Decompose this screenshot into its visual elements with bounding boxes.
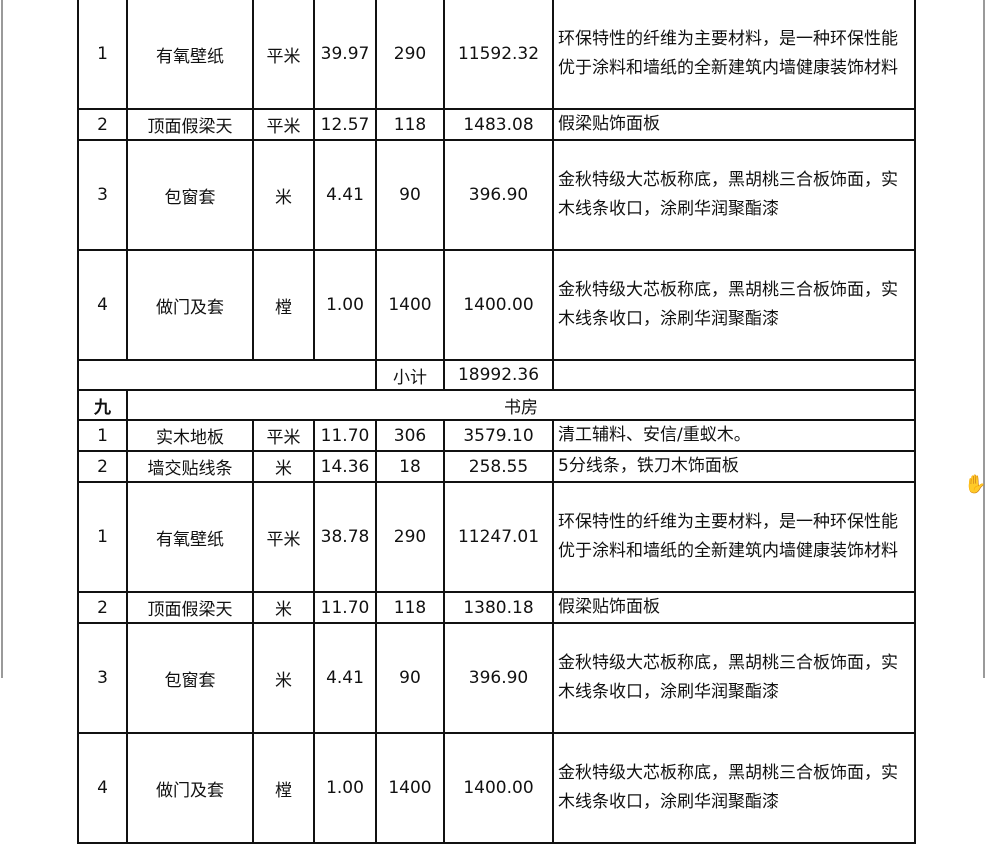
subtotal-row: 小计 18992.36 [77, 359, 916, 391]
cell-desc: 假梁贴饰面板 [552, 591, 916, 624]
cell-total: 396.90 [443, 622, 554, 734]
cell-no: 2 [77, 108, 128, 141]
subtotal-label: 小计 [375, 359, 445, 391]
cell-total: 1380.18 [443, 591, 554, 624]
cell-unit: 米 [252, 591, 315, 624]
cell-no: 2 [77, 450, 128, 483]
table-row: 3 包窗套米 4.41 90 396.90 金秋特级大芯板称底，黑胡桃三合板饰面，实木线条… [77, 139, 916, 251]
cell-no: 2 [77, 591, 128, 624]
cell-name: 做门及套 [126, 249, 254, 361]
cell-name: 有氧壁纸 [126, 481, 254, 593]
cell-price: 118 [375, 108, 445, 141]
cell-no: 3 [77, 622, 128, 734]
subtotal-value: 18992.36 [443, 359, 554, 391]
cell-desc: 金秋特级大芯板称底，黑胡桃三合板饰面，实木线条收口，涂刷华润聚酯漆 [552, 622, 916, 734]
cell-name: 顶面假梁天 [126, 591, 254, 624]
cell-qty: 14.36 [313, 450, 377, 483]
cell-name: 顶面假梁天 [126, 108, 254, 141]
page-right-edge [983, 0, 985, 678]
table-row: 2 顶面假梁天米 11.70 118 1380.18 假梁贴饰面板 [77, 591, 916, 624]
cell-price: 290 [375, 481, 445, 593]
subtotal-desc [552, 359, 916, 391]
cell-desc: 环保特性的纤维为主要材料，是一种环保性能优于涂料和墙纸的全新建筑内墙健康装饰材料 [552, 481, 916, 593]
cell-name: 包窗套 [126, 139, 254, 251]
cell-desc: 金秋特级大芯板称底，黑胡桃三合板饰面，实木线条收口，涂刷华润聚酯漆 [552, 249, 916, 361]
cell-price: 1400 [375, 732, 445, 844]
cell-name: 做门及套 [126, 732, 254, 844]
cell-name: 包窗套 [126, 622, 254, 734]
table-row: 1 实木地板 平米 11.70 306 3579.10 清工辅料、安信/重蚁木。 [77, 419, 916, 452]
cell-total: 258.55 [443, 450, 554, 483]
cell-unit: 米 [252, 622, 315, 734]
page-left-edge [1, 0, 3, 678]
cell-price: 306 [375, 419, 445, 452]
cell-qty: 1.00 [313, 732, 377, 844]
subtotal-blank [77, 359, 377, 391]
cell-desc: 假梁贴饰面板 [552, 108, 916, 141]
table-row: 4 做门及套樘 1.00 1400 1400.00 金秋特级大芯板称底，黑胡桃三合板饰面，… [77, 249, 916, 361]
hand-cursor-icon: ✋ [964, 474, 986, 495]
table-row: 4 做门及套樘 1.00 1400 1400.00 金秋特级大芯板称底，黑胡桃三合板饰面，… [77, 732, 916, 844]
cell-desc: 金秋特级大芯板称底，黑胡桃三合板饰面，实木线条收口，涂刷华润聚酯漆 [552, 139, 916, 251]
cell-no: 4 [77, 732, 128, 844]
cell-unit: 米 [252, 450, 315, 483]
cell-desc: 金秋特级大芯板称底，黑胡桃三合板饰面，实木线条收口，涂刷华润聚酯漆 [552, 732, 916, 844]
cell-no: 1 [77, 481, 128, 593]
cell-qty: 4.41 [313, 622, 377, 734]
cell-desc: 5分线条，铁刀木饰面板 [552, 450, 916, 483]
section-number: 九 [77, 389, 128, 421]
section-title: 书房 [126, 389, 916, 421]
cell-qty: 1.00 [313, 249, 377, 361]
cell-qty: 39.97 [313, 0, 377, 110]
cell-qty: 11.70 [313, 591, 377, 624]
cell-total: 396.90 [443, 139, 554, 251]
cell-name: 有氧壁纸 [126, 0, 254, 110]
table-row: 2 顶面假梁天 平米 12.57 118 1483.08 假梁贴饰面板 [77, 108, 916, 141]
cell-desc: 环保特性的纤维为主要材料，是一种环保性能优于涂料和墙纸的全新建筑内墙健康装饰材料 [552, 0, 916, 110]
cell-total: 1400.00 [443, 249, 554, 361]
cell-no: 4 [77, 249, 128, 361]
cell-price: 118 [375, 591, 445, 624]
cell-total: 1400.00 [443, 732, 554, 844]
cell-price: 90 [375, 139, 445, 251]
cell-qty: 11.70 [313, 419, 377, 452]
cell-total: 11592.32 [443, 0, 554, 110]
table-row: 3 包窗套米 4.41 90 396.90 金秋特级大芯板称底，黑胡桃三合板饰面，实木线条… [77, 622, 916, 734]
cell-total: 11247.01 [443, 481, 554, 593]
cell-unit: 樘 [252, 249, 315, 361]
cell-qty: 4.41 [313, 139, 377, 251]
cell-unit: 米 [252, 139, 315, 251]
cell-unit: 樘 [252, 732, 315, 844]
section-row: 九 书房 [77, 389, 916, 421]
cell-unit: 平米 [252, 108, 315, 141]
table-row: 1 有氧壁纸 平米 38.78 290 11247.01 环保特性的纤维为主要材料，是一种环… [77, 481, 916, 593]
cell-desc: 清工辅料、安信/重蚁木。 [552, 419, 916, 452]
cell-name: 墙交贴线条 [126, 450, 254, 483]
cell-no: 1 [77, 419, 128, 452]
cell-no: 3 [77, 139, 128, 251]
table-row: 1 有氧壁纸 平米 39.97 290 11592.32 环保特性的纤维为主要材料，是一种环… [77, 0, 916, 110]
table-row: 2 墙交贴线条米 14.36 18 258.55 5分线条，铁刀木饰面板 [77, 450, 916, 483]
cell-no: 1 [77, 0, 128, 110]
cell-total: 3579.10 [443, 419, 554, 452]
cell-name: 实木地板 [126, 419, 254, 452]
cell-price: 290 [375, 0, 445, 110]
cell-qty: 38.78 [313, 481, 377, 593]
quote-table: 1 有氧壁纸 平米 39.97 290 11592.32 环保特性的纤维为主要材料，是一种环… [77, 0, 916, 844]
cell-unit: 平米 [252, 419, 315, 452]
cell-price: 18 [375, 450, 445, 483]
cell-price: 90 [375, 622, 445, 734]
cell-qty: 12.57 [313, 108, 377, 141]
cell-total: 1483.08 [443, 108, 554, 141]
cell-price: 1400 [375, 249, 445, 361]
cell-unit: 平米 [252, 481, 315, 593]
cell-unit: 平米 [252, 0, 315, 110]
